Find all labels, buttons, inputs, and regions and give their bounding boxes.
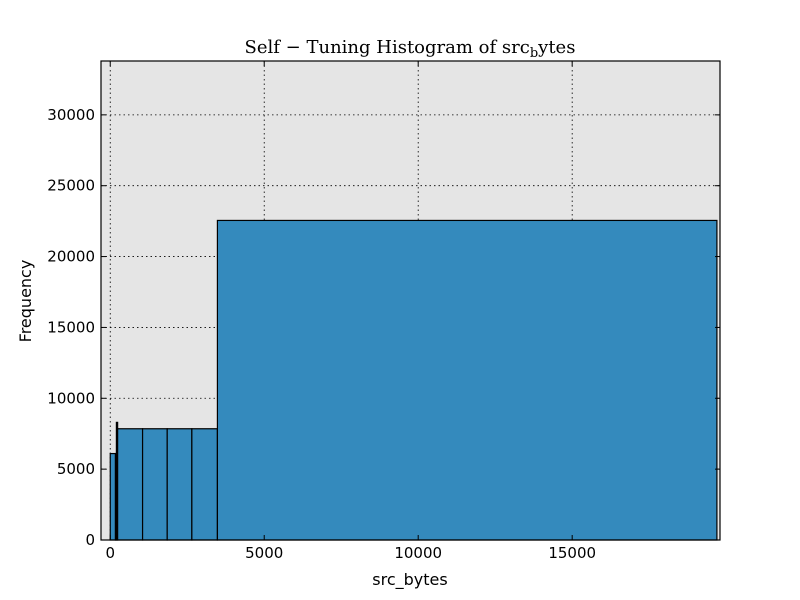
histogram-bar [216,219,718,541]
y-tick-label: 20000 [47,248,95,266]
x-tick-label: 5000 [245,544,283,562]
y-tick-label: 25000 [47,177,95,195]
histogram-bars [109,219,718,541]
chart-title: Self − Tuning Histogram of srcbytes [245,37,576,61]
y-axis-label: Frequency [16,260,35,343]
x-tick-label: 15000 [548,544,596,562]
x-tick-label: 10000 [394,544,442,562]
axis-ticks [101,61,720,541]
chart-title-subscript: b [530,46,538,61]
tick-labels: 0 5000 10000 15000 0 5000 10000 15000 20000 25000… [47,106,596,562]
plot-frame [100,60,721,541]
histogram-bar [109,452,117,541]
chart-title-suffix: ytes [537,37,575,58]
y-tick-label: 15000 [47,318,95,336]
histogram-bar [166,428,193,541]
y-tick-label: 30000 [47,106,95,124]
x-axis-label: src_bytes [372,570,447,590]
y-tick-label: 10000 [47,389,95,407]
histogram-bar [191,428,219,541]
histogram-bar [141,428,168,541]
y-tick-label: 5000 [57,460,95,478]
x-tick-label: 0 [105,544,115,562]
histogram-bar [117,428,144,541]
y-tick-label: 0 [85,531,95,549]
